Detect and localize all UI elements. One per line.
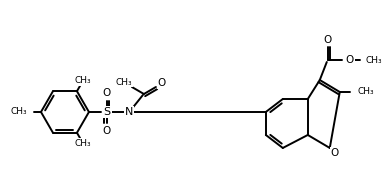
Text: CH₃: CH₃ — [115, 77, 132, 86]
Text: O: O — [158, 78, 166, 88]
Text: CH₃: CH₃ — [358, 88, 374, 96]
Text: O: O — [331, 148, 339, 158]
Text: O: O — [103, 88, 111, 98]
Text: O: O — [103, 126, 111, 136]
Text: CH₃: CH₃ — [366, 56, 383, 65]
Text: N: N — [125, 107, 133, 117]
Text: S: S — [103, 107, 110, 117]
Text: O: O — [346, 55, 354, 65]
Text: CH₃: CH₃ — [10, 107, 27, 116]
Text: CH₃: CH₃ — [74, 139, 91, 148]
Text: CH₃: CH₃ — [74, 76, 91, 85]
Text: O: O — [323, 35, 332, 45]
